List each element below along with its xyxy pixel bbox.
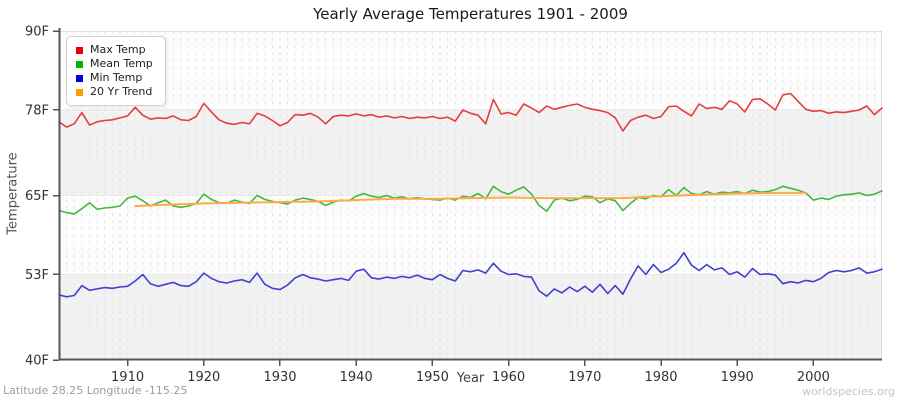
legend-item-min-temp: Min Temp [76,71,153,85]
series-line-20-yr-trend [134,191,807,207]
legend-swatch-icon [76,74,83,82]
legend-item-mean-temp: Mean Temp [76,57,153,71]
x-tick-label: 1990 [721,370,754,385]
legend-swatch-icon [76,60,83,68]
x-tick-label: 1980 [644,370,677,385]
y-tick-label: 90F [25,25,49,40]
x-tick-label: 1960 [492,370,525,385]
x-tick-label: 1930 [263,370,296,385]
x-tick-label: 1910 [111,370,144,385]
legend-swatch-icon [76,46,83,54]
series-line-min-temp [58,251,883,298]
legend-label: Min Temp [90,71,143,84]
x-tick-label: 1920 [187,370,220,385]
y-tick-label: 65F [25,189,49,204]
x-tick-label: 1970 [568,370,601,385]
grid-band [59,274,882,360]
x-tick-label: 1940 [340,370,373,385]
legend-label: 20 Yr Trend [90,85,153,98]
watermark-site-name: worldspecies.org [802,385,895,398]
coordinates-caption: Latitude 28.25 Longitude -115.25 [3,384,188,397]
legend-swatch-icon [76,88,83,96]
legend-label: Mean Temp [90,57,153,70]
x-tick-label: 2000 [797,370,830,385]
series-line-max-temp [58,92,883,132]
plot-area: 40F 53F 65F 78F 90F 1910 1920 1930 1940 1950 1960 1… [25,25,883,385]
y-tick-label: 40F [25,354,49,369]
legend-item-20-yr-trend: 20 Yr Trend [76,85,153,99]
legend: Max Temp Mean Temp Min Temp 20 Yr Trend [66,36,166,106]
x-tick-label: 1950 [416,370,449,385]
legend-label: Max Temp [90,43,146,56]
y-axis-title: Temperature [5,152,21,235]
legend-item-max-temp: Max Temp [76,43,153,57]
y-tick-label: 53F [25,268,49,283]
x-axis-title: Year [456,371,485,386]
y-tick-label: 78F [25,103,49,118]
chart-title: Yearly Average Temperatures 1901 - 2009 [313,5,628,23]
